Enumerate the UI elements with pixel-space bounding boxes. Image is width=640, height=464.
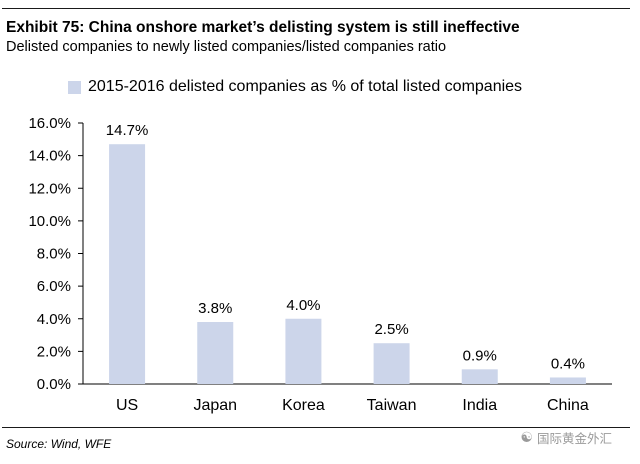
y-tick-label: 12.0%: [28, 180, 71, 197]
x-tick-label: Taiwan: [367, 397, 417, 414]
data-label: 0.4%: [551, 355, 585, 372]
watermark: ☯ 国际黄金外汇: [520, 428, 612, 447]
bar: [461, 369, 498, 384]
x-tick-label: US: [116, 397, 138, 414]
bar: [197, 322, 234, 384]
watermark-text: 国际黄金外汇: [536, 432, 612, 446]
data-label: 14.7%: [106, 122, 149, 139]
source-note: Source: Wind, WFE: [6, 437, 112, 451]
data-label: 3.8%: [198, 300, 232, 317]
y-tick-label: 10.0%: [28, 213, 71, 230]
chart-title: Exhibit 75: China onshore market’s delis…: [6, 19, 520, 36]
y-tick-label: 4.0%: [37, 311, 71, 328]
legend-swatch: [68, 80, 81, 94]
x-tick-label: Japan: [193, 397, 237, 414]
y-tick-label: 8.0%: [37, 246, 71, 263]
legend: 2015-2016 delisted companies as % of tot…: [68, 78, 522, 96]
y-tick-label: 6.0%: [37, 278, 71, 295]
x-tick-label: China: [547, 397, 589, 414]
chart-subtitle: Delisted companies to newly listed compa…: [6, 39, 447, 55]
bar: [285, 318, 322, 384]
data-label: 0.9%: [463, 347, 497, 364]
data-label: 2.5%: [374, 321, 408, 338]
data-label: 4.0%: [286, 297, 320, 314]
bar: [549, 377, 586, 384]
wechat-icon: ☯: [520, 429, 533, 445]
x-tick-label: Korea: [282, 397, 325, 414]
bar: [109, 144, 146, 384]
x-tick-label: India: [462, 397, 497, 414]
bottom-rule: [2, 427, 630, 428]
y-tick-label: 16.0%: [28, 115, 71, 132]
bar: [373, 343, 410, 384]
y-tick-label: 0.0%: [37, 376, 71, 393]
top-rule: [2, 8, 630, 9]
y-tick-label: 2.0%: [37, 343, 71, 360]
legend-label: 2015-2016 delisted companies as % of tot…: [88, 78, 523, 95]
y-tick-label: 14.0%: [28, 148, 71, 165]
